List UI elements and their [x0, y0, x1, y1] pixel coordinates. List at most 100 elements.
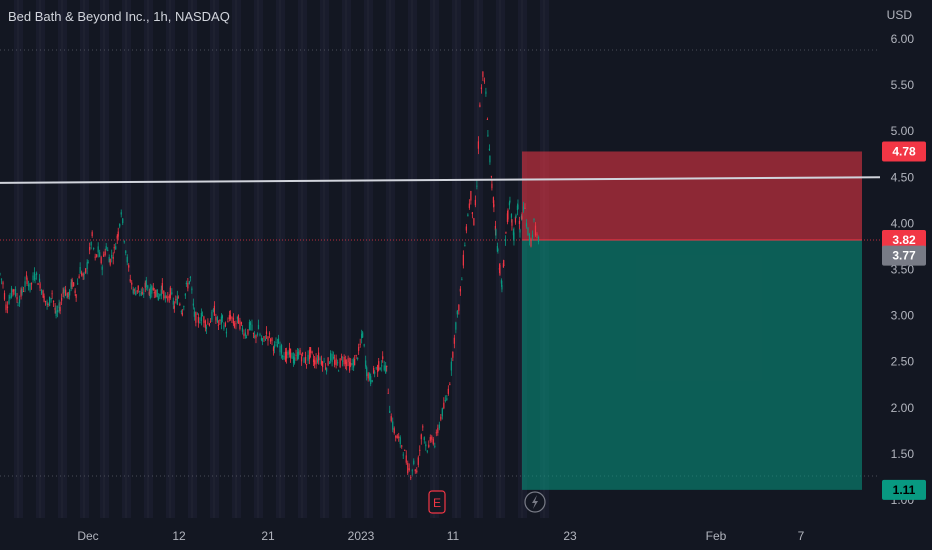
candle-body — [349, 361, 351, 371]
candle-body — [201, 315, 203, 317]
candle-body — [40, 290, 43, 294]
candle-body — [447, 388, 449, 394]
candle-body — [435, 432, 437, 434]
candle-body — [18, 299, 21, 304]
candle-body — [313, 360, 316, 365]
candle-body — [69, 290, 71, 296]
candle-body — [515, 214, 517, 218]
candle-body — [109, 258, 111, 265]
candle-body — [329, 362, 331, 364]
candle-body — [144, 282, 146, 288]
candle-body — [341, 356, 343, 358]
price-tag-label: 3.82 — [892, 233, 916, 247]
candle-body — [345, 359, 347, 364]
candle-body — [386, 365, 388, 367]
candle-body — [362, 332, 364, 338]
candle-body — [517, 204, 519, 210]
candle-body — [156, 289, 158, 298]
candle-body — [172, 300, 174, 305]
candle-body — [35, 272, 38, 276]
candle-body — [456, 310, 458, 315]
candle-body — [79, 266, 81, 274]
candle-body — [75, 294, 77, 298]
candle-body — [414, 469, 416, 472]
candle-body — [389, 410, 391, 413]
candle-body — [163, 290, 165, 299]
candle-body — [24, 281, 26, 287]
candle-body — [52, 300, 55, 303]
candle-body — [141, 292, 143, 294]
x-tick-label: 21 — [261, 529, 275, 543]
candle-body — [289, 348, 292, 358]
candle-body — [508, 202, 511, 206]
candle-body — [205, 326, 207, 330]
candle-body — [398, 436, 400, 439]
candle-body — [321, 361, 324, 368]
candle-body — [300, 356, 303, 362]
candle-body — [373, 367, 375, 374]
candle-body — [58, 303, 60, 309]
candle-body — [223, 325, 225, 329]
candle-body — [295, 354, 297, 356]
candle-body — [261, 338, 264, 342]
session-stripe — [452, 0, 461, 518]
candle-body — [420, 434, 422, 440]
candle-body — [315, 357, 317, 365]
candle-body — [253, 336, 256, 338]
candle-body — [369, 373, 371, 380]
candle-body — [12, 289, 14, 293]
candle-body — [108, 256, 110, 263]
candle-body — [268, 333, 271, 335]
candle-body — [440, 416, 442, 420]
candle-body — [357, 357, 359, 360]
candle-body — [504, 239, 507, 242]
candle-body — [71, 279, 73, 287]
candle-body — [446, 398, 448, 400]
session-stripe — [386, 0, 395, 518]
earnings-label: E — [433, 496, 441, 510]
candle-body — [367, 373, 369, 379]
candle-body — [30, 282, 33, 285]
candle-body — [275, 341, 277, 343]
candle-body — [119, 223, 121, 227]
candle-body — [189, 277, 191, 279]
candle-body — [468, 203, 470, 208]
candle-body — [514, 216, 517, 223]
candle-body — [123, 241, 125, 243]
candle-body — [493, 204, 495, 207]
candle-body — [284, 351, 287, 361]
candle-body — [488, 148, 491, 151]
candle-body — [179, 303, 181, 306]
candle-body — [160, 289, 162, 296]
candle-body — [116, 235, 118, 239]
candle-body — [378, 361, 380, 371]
candle-body — [184, 293, 186, 296]
candle-body — [511, 219, 513, 226]
candle-body — [281, 355, 284, 358]
candle-body — [115, 246, 117, 250]
candle-body — [279, 345, 281, 353]
candle-body — [422, 426, 424, 428]
candle-body — [473, 218, 475, 226]
candle-body — [145, 280, 147, 287]
candle-body — [191, 288, 193, 291]
candle-body — [353, 359, 355, 368]
candle-body — [264, 339, 267, 341]
candle-body — [505, 231, 507, 233]
candle-body — [458, 304, 460, 311]
candle-body — [396, 435, 398, 439]
candle-body — [524, 207, 526, 209]
candle-body — [10, 288, 13, 298]
candle-body — [419, 449, 421, 451]
candle-body — [89, 246, 91, 251]
candle-body — [342, 360, 344, 362]
candle-body — [244, 332, 247, 336]
candle-body — [491, 183, 493, 189]
candle-body — [62, 292, 64, 294]
candle-body — [299, 349, 301, 355]
candle-body — [126, 256, 128, 263]
candle-body — [338, 370, 340, 372]
candle-body — [450, 361, 452, 371]
session-stripe — [100, 0, 109, 518]
